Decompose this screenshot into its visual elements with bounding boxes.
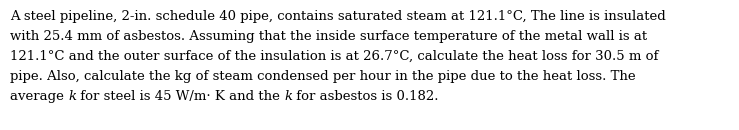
- Text: k: k: [285, 90, 292, 103]
- Text: with 25.4 mm of asbestos. Assuming that the inside surface temperature of the me: with 25.4 mm of asbestos. Assuming that …: [10, 30, 647, 43]
- Text: average: average: [10, 90, 68, 103]
- Text: for steel is 45 W/m· K and the: for steel is 45 W/m· K and the: [76, 90, 285, 103]
- Text: for asbestos is 0.182.: for asbestos is 0.182.: [292, 90, 439, 103]
- Text: pipe. Also, calculate the kg of steam condensed per hour in the pipe due to the : pipe. Also, calculate the kg of steam co…: [10, 70, 636, 83]
- Text: 121.1°C and the outer surface of the insulation is at 26.7°C, calculate the heat: 121.1°C and the outer surface of the ins…: [10, 50, 658, 63]
- Text: k: k: [68, 90, 76, 103]
- Text: A steel pipeline, 2-in. schedule 40 pipe, contains saturated steam at 121.1°C, T: A steel pipeline, 2-in. schedule 40 pipe…: [10, 10, 666, 23]
